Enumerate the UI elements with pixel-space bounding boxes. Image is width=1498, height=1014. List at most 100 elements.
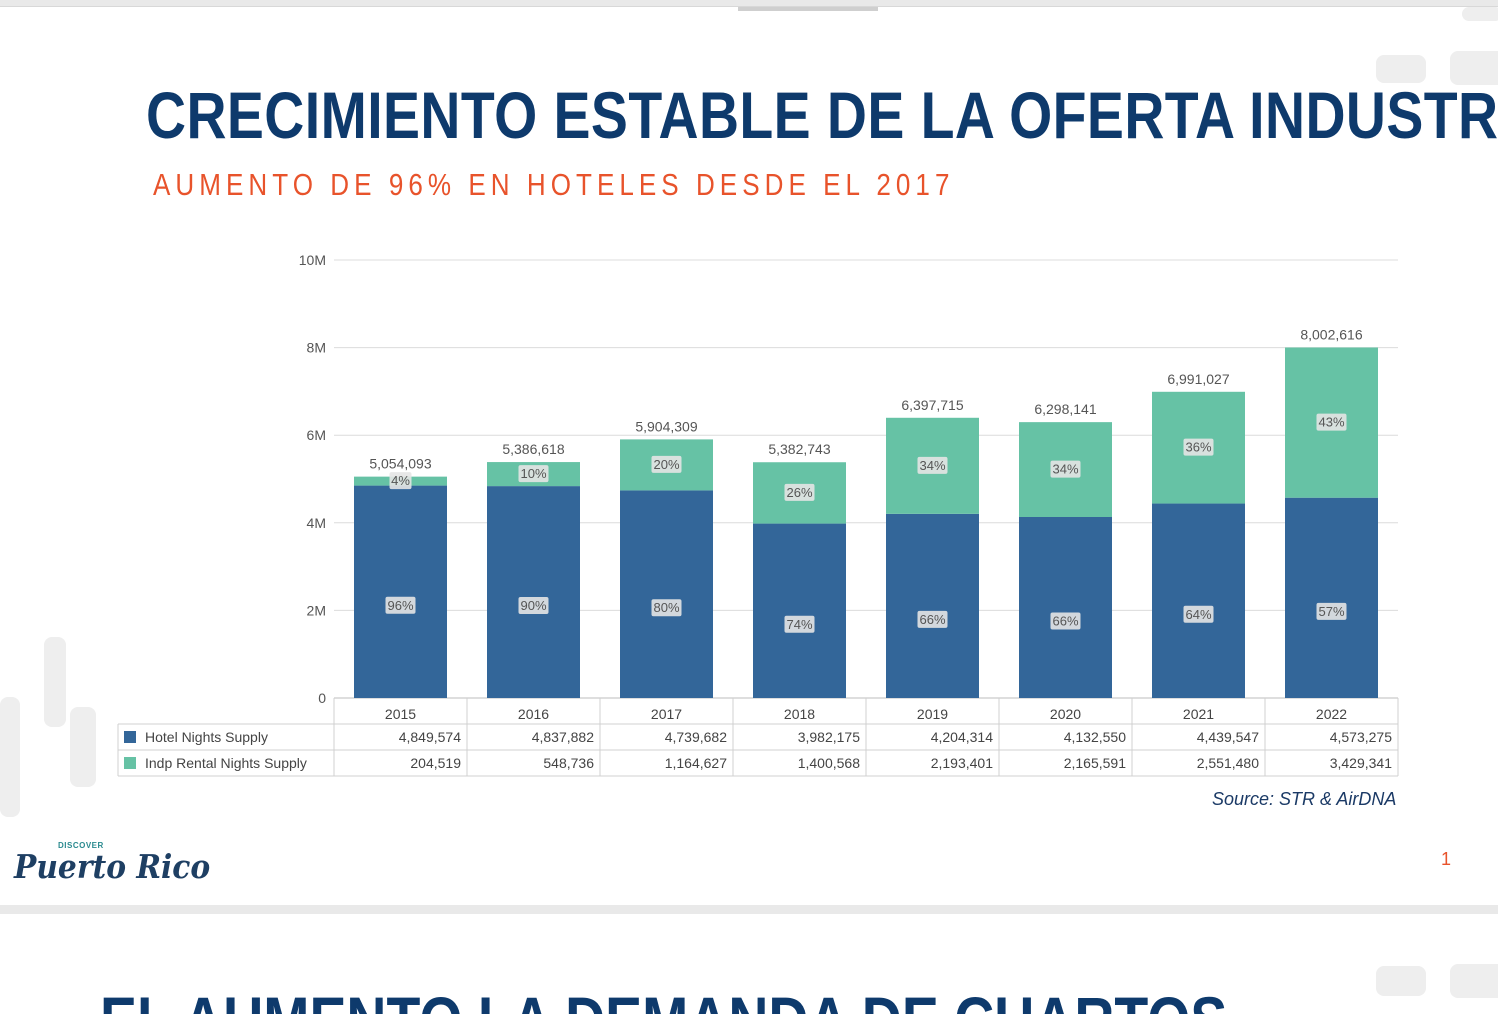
table-cell: 2,551,480 xyxy=(1197,755,1259,771)
legend-swatch xyxy=(124,731,136,743)
brush-decoration xyxy=(1376,55,1426,83)
total-label: 6,397,715 xyxy=(901,397,963,413)
percent-label-bg xyxy=(784,483,815,501)
y-tick-label: 2M xyxy=(307,602,326,618)
logo-small-text: DISCOVER xyxy=(58,841,104,850)
percent-label: 26% xyxy=(786,485,812,500)
percent-label-bg xyxy=(917,610,948,628)
page-number: 1 xyxy=(1441,849,1452,869)
percent-label: 80% xyxy=(653,600,679,615)
percent-label-bg xyxy=(917,456,948,474)
total-label: 5,386,618 xyxy=(502,441,564,457)
x-tick-label: 2019 xyxy=(917,706,948,722)
bar-hotel xyxy=(1285,497,1378,698)
bar-hotel xyxy=(1152,503,1245,698)
slide-subtitle: AUMENTO DE 96% EN HOTELES DESDE EL 2017 xyxy=(153,167,955,202)
percent-label-bg xyxy=(1183,438,1214,456)
percent-label: 43% xyxy=(1318,415,1344,430)
next-slide-title: EL AUMENTO LA DEMANDA DE CUARTOS xyxy=(100,982,1227,1014)
brush-decoration xyxy=(44,637,66,727)
bar-hotel xyxy=(886,513,979,698)
total-label: 5,904,309 xyxy=(635,418,697,434)
percent-label: 57% xyxy=(1318,604,1344,619)
bar-hotel xyxy=(487,486,580,698)
y-tick-label: 6M xyxy=(307,427,326,443)
x-tick-label: 2020 xyxy=(1050,706,1081,722)
percent-label: 74% xyxy=(786,617,812,632)
x-tick-label: 2018 xyxy=(784,706,815,722)
percent-label-bg xyxy=(518,465,549,483)
percent-label: 64% xyxy=(1185,607,1211,622)
table-cell: 4,573,275 xyxy=(1330,729,1392,745)
percent-label: 96% xyxy=(387,598,413,613)
table-cell: 3,429,341 xyxy=(1330,755,1392,771)
legend-label: Indp Rental Nights Supply xyxy=(145,755,307,771)
total-label: 6,991,027 xyxy=(1167,371,1229,387)
brush-decoration xyxy=(1462,7,1498,21)
table-cell: 4,739,682 xyxy=(665,729,727,745)
table-cell: 4,837,882 xyxy=(532,729,594,745)
bar-hotel xyxy=(753,523,846,698)
bar-hotel xyxy=(1019,516,1112,698)
x-tick-label: 2021 xyxy=(1183,706,1214,722)
percent-label-bg xyxy=(1050,612,1081,630)
percent-label-bg xyxy=(1316,602,1347,620)
y-tick-label: 8M xyxy=(307,340,326,356)
total-label: 5,382,743 xyxy=(768,441,830,457)
percent-label: 66% xyxy=(919,612,945,627)
percent-label-bg xyxy=(518,597,549,615)
table-cell: 2,193,401 xyxy=(931,755,993,771)
slide: CRECIMIENTO ESTABLE DE LA OFERTA INDUSTR… xyxy=(0,6,1498,905)
percent-label-bg xyxy=(389,472,412,490)
bar-hotel xyxy=(354,485,447,698)
table-cell: 4,439,547 xyxy=(1197,729,1259,745)
x-tick-label: 2017 xyxy=(651,706,682,722)
y-tick-label: 4M xyxy=(307,515,326,531)
percent-label-bg xyxy=(1050,460,1081,478)
total-label: 8,002,616 xyxy=(1300,326,1362,342)
brush-decoration xyxy=(70,707,96,787)
percent-label: 34% xyxy=(1052,462,1078,477)
legend-label: Hotel Nights Supply xyxy=(145,729,268,745)
table-cell: 4,849,574 xyxy=(399,729,461,745)
percent-label-bg xyxy=(784,615,815,633)
logo-script-text: Puerto Rico xyxy=(14,847,211,886)
percent-label: 20% xyxy=(653,457,679,472)
brush-decoration xyxy=(0,697,20,817)
stacked-bar-chart: 0 2M 4M 6M 8M 10M 96% 4%5,054,093 90% 10% 5,386,61… xyxy=(117,252,1399,777)
next-slide-preview: EL AUMENTO LA DEMANDA DE CUARTOS xyxy=(0,914,1498,1014)
slide-title: CRECIMIENTO ESTABLE DE LA OFERTA INDUSTR… xyxy=(146,78,1498,152)
x-tick-label: 2022 xyxy=(1316,706,1347,722)
brush-decoration xyxy=(1450,964,1498,998)
table-cell: 1,400,568 xyxy=(798,755,860,771)
table-cell: 548,736 xyxy=(543,755,594,771)
percent-label: 34% xyxy=(919,458,945,473)
table-cell: 4,204,314 xyxy=(931,729,993,745)
total-label: 6,298,141 xyxy=(1034,401,1096,417)
table-cell: 1,164,627 xyxy=(665,755,727,771)
percent-label-bg xyxy=(651,599,682,617)
table-cell: 4,132,550 xyxy=(1064,729,1126,745)
table-cell: 3,982,175 xyxy=(798,729,860,745)
bar-hotel xyxy=(620,490,713,698)
scrollbar-marker xyxy=(738,7,878,11)
source-note: Source: STR & AirDNA xyxy=(1212,789,1397,809)
x-tick-label: 2016 xyxy=(518,706,549,722)
percent-label: 66% xyxy=(1052,613,1078,628)
total-label: 5,054,093 xyxy=(369,456,431,472)
table-cell: 2,165,591 xyxy=(1064,755,1126,771)
percent-label-bg xyxy=(651,455,682,473)
x-tick-label: 2015 xyxy=(385,706,416,722)
discover-puerto-rico-logo: DISCOVER Puerto Rico xyxy=(14,839,210,899)
percent-label: 4% xyxy=(391,473,410,488)
percent-label: 10% xyxy=(520,466,546,481)
percent-label: 90% xyxy=(520,598,546,613)
brush-decoration xyxy=(1450,51,1498,85)
table-cell: 204,519 xyxy=(410,755,461,771)
percent-label-bg xyxy=(1183,605,1214,623)
y-tick-label: 10M xyxy=(299,252,326,268)
y-tick-label: 0 xyxy=(318,690,326,706)
percent-label: 36% xyxy=(1185,440,1211,455)
brush-decoration xyxy=(1376,966,1426,996)
percent-label-bg xyxy=(385,596,416,614)
